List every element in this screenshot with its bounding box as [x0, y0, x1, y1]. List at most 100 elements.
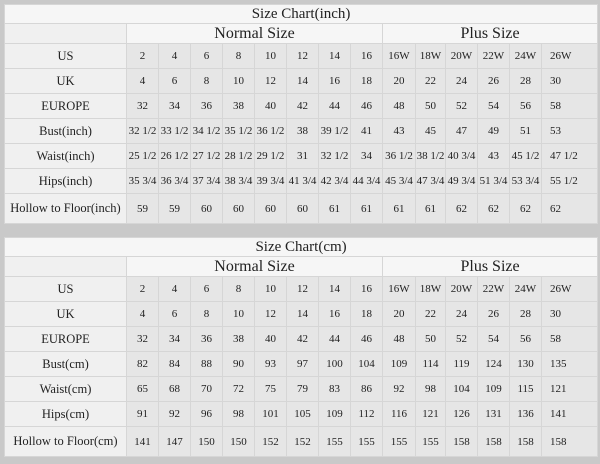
size-cell: 27 1/2 [190, 143, 223, 169]
header-blank [4, 23, 127, 44]
size-cell: 158 [445, 426, 478, 457]
group-normal-size: Normal Size [126, 23, 383, 44]
size-cell: 116 [382, 401, 416, 427]
size-cell: 44 [318, 93, 351, 119]
size-cell: 90 [222, 351, 255, 377]
size-cell: 61 [415, 193, 446, 224]
size-cell: 84 [158, 351, 191, 377]
size-cell: 10 [222, 301, 255, 327]
size-cell: 51 [509, 118, 542, 144]
size-cell: 12 [254, 68, 287, 94]
size-cell: 92 [382, 376, 416, 402]
size-cell: 36 1/2 [382, 143, 416, 169]
size-cell: 28 [509, 68, 542, 94]
size-cell: 14 [318, 276, 351, 302]
size-cell: 8 [190, 68, 223, 94]
size-cell: 46 [350, 93, 383, 119]
size-cell: 20W [445, 276, 478, 302]
size-cell: 39 1/2 [318, 118, 351, 144]
size-cell: 55 1/2 [540, 168, 599, 194]
size-cell: 24 [445, 301, 478, 327]
size-cell: 47 [445, 118, 478, 144]
table-row: Hips(inch) 35 3/4 36 3/4 37 3/4 38 3/4 39 3/4… [4, 168, 599, 194]
size-cell: 59 [158, 193, 191, 224]
row-label: Bust(cm) [4, 351, 127, 377]
size-cell: 61 [382, 193, 416, 224]
size-cell: 48 [382, 326, 416, 352]
size-cell: 35 1/2 [222, 118, 255, 144]
size-cell: 88 [190, 351, 223, 377]
size-cell: 33 1/2 [158, 118, 191, 144]
size-cell: 16 [350, 276, 383, 302]
size-cell: 4 [126, 68, 159, 94]
size-cell: 35 3/4 [126, 168, 159, 194]
size-cell: 22W [477, 276, 510, 302]
group-normal-size: Normal Size [126, 256, 383, 277]
size-cell: 29 1/2 [254, 143, 287, 169]
size-cell: 14 [286, 68, 319, 94]
size-cell: 155 [350, 426, 383, 457]
size-cell: 6 [190, 43, 223, 69]
size-cell: 130 [509, 351, 542, 377]
size-cell: 16W [382, 276, 416, 302]
size-cell: 12 [286, 43, 319, 69]
size-cell: 14 [286, 301, 319, 327]
size-cell: 100 [318, 351, 351, 377]
size-cell: 6 [190, 276, 223, 302]
header-blank [4, 256, 127, 277]
group-plus-size: Plus Size [381, 23, 599, 44]
size-cell: 32 1/2 [126, 118, 159, 144]
size-cell: 53 [540, 118, 599, 144]
size-cell: 83 [318, 376, 351, 402]
table-row: Hips(cm) 91 92 96 98 101 105 109 112 116 121 126 131… [4, 401, 599, 427]
size-table: Size Chart(inch) Normal Size Plus Size US 2 4… [3, 4, 599, 224]
row-label: Hollow to Floor(inch) [4, 193, 127, 224]
chart-title: Size Chart(cm) [3, 237, 599, 257]
row-label: Hips(inch) [4, 168, 127, 194]
size-cell: 124 [477, 351, 510, 377]
size-cell: 141 [126, 426, 159, 457]
size-cell: 47 3/4 [415, 168, 446, 194]
size-cell: 36 3/4 [158, 168, 191, 194]
size-cell: 36 1/2 [254, 118, 287, 144]
size-cell: 10 [254, 276, 287, 302]
size-cell: 49 3/4 [445, 168, 478, 194]
size-cell: 38 [222, 326, 255, 352]
size-cell: 104 [350, 351, 383, 377]
size-cell: 6 [158, 68, 191, 94]
table-row: UK 4 6 8 10 12 14 16 18 20 22 24 26 28 30 [4, 68, 599, 94]
size-cell: 20 [382, 301, 416, 327]
size-cell: 147 [158, 426, 191, 457]
size-cell: 121 [540, 376, 599, 402]
size-cell: 38 [286, 118, 319, 144]
table-row: Hollow to Floor(cm) 141 147 150 150 152 152 155… [4, 426, 599, 457]
size-cell: 18 [350, 301, 383, 327]
size-cell: 32 1/2 [318, 143, 351, 169]
size-table: Size Chart(cm) Normal Size Plus Size US 2 4 6 8… [3, 237, 599, 457]
size-cell: 109 [382, 351, 416, 377]
size-cell: 58 [540, 326, 599, 352]
size-cell: 86 [350, 376, 383, 402]
row-label: UK [4, 68, 127, 94]
size-cell: 150 [190, 426, 223, 457]
size-cell: 6 [158, 301, 191, 327]
size-cell: 51 3/4 [477, 168, 510, 194]
row-label: EUROPE [4, 93, 127, 119]
size-cell: 22W [477, 43, 510, 69]
size-cell: 2 [126, 43, 159, 69]
size-cell: 45 1/2 [509, 143, 542, 169]
table-row: Hollow to Floor(inch) 59 59 60 60 60 60 61 61 61 6… [4, 193, 599, 224]
size-cell: 18W [415, 43, 446, 69]
size-cell: 26 [477, 68, 510, 94]
size-cell: 32 [126, 93, 159, 119]
size-cell: 79 [286, 376, 319, 402]
size-cell: 60 [254, 193, 287, 224]
table-row: Waist(inch) 25 1/2 26 1/2 27 1/2 28 1/2 29 1/… [4, 143, 599, 169]
size-cell: 131 [477, 401, 510, 427]
size-cell: 70 [190, 376, 223, 402]
size-cell: 45 3/4 [382, 168, 416, 194]
size-cell: 44 3/4 [350, 168, 383, 194]
size-cell: 62 [540, 193, 599, 224]
size-cell: 12 [286, 276, 319, 302]
size-chart-inch: Size Chart(inch) Normal Size Plus Size US 2 4… [3, 4, 599, 224]
